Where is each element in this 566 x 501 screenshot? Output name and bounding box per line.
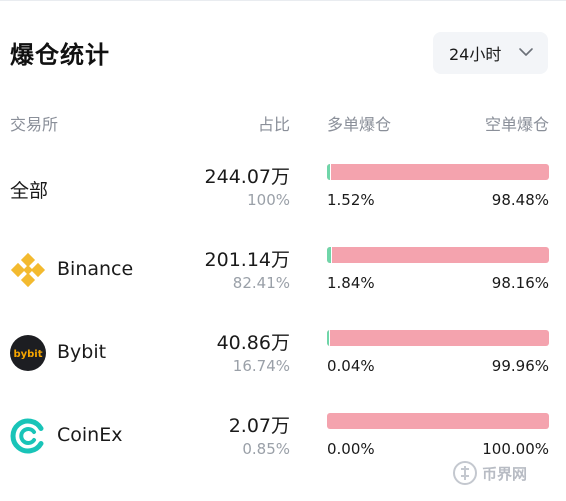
chevron-down-icon [519,48,533,56]
long-short-bar [327,247,549,263]
short-percent: 98.16% [491,274,549,292]
exchange-name: CoinEx [57,424,123,446]
liquidation-amount: 244.07万 [204,166,290,188]
long-short-bar [327,330,549,346]
watermark-logo-icon [453,461,477,485]
watermark-text: 币界网 [482,464,528,483]
page-title: 爆仓统计 [10,41,110,69]
liquidation-amount: 40.86万 [216,332,290,354]
liquidation-amount: 2.07万 [228,415,290,437]
long-bar-fill [327,247,332,263]
col-header-share: 占比 [257,115,290,134]
long-short-bar [327,413,549,429]
bybit-logo-icon: bybit [10,335,46,371]
table-row: 全部 244.07万 100% 1.52% 98.48% [0,160,566,240]
table-row: Binance 201.14万 82.41% 1.84% 98.16% [0,243,566,323]
col-header-long: 多单爆仓 [327,115,392,134]
long-short-bar [327,164,549,180]
share-percent: 82.41% [232,274,290,292]
time-range-select[interactable]: 24小时 [433,32,548,74]
exchange-name: Binance [57,258,134,280]
coinex-logo-icon [10,418,44,454]
col-header-short: 空单爆仓 [484,115,549,134]
short-percent: 99.96% [491,357,549,375]
exchange-name: 全部 [10,180,49,202]
top-divider [0,0,566,1]
share-percent: 16.74% [232,357,290,375]
short-percent: 100.00% [482,440,549,458]
long-percent: 1.52% [327,191,375,209]
short-percent: 98.48% [491,191,549,209]
table-row: CoinEx 2.07万 0.85% 0.00% 100.00% [0,409,566,489]
watermark: 币界网 [452,458,527,488]
long-percent: 1.84% [327,274,375,292]
exchange-name: Bybit [57,341,107,363]
share-percent: 0.85% [242,440,290,458]
long-percent: 0.04% [327,357,375,375]
col-header-exchange: 交易所 [10,115,59,134]
long-bar-fill [327,330,330,346]
long-percent: 0.00% [327,440,375,458]
share-percent: 100% [247,191,290,209]
long-bar-fill [327,164,331,180]
time-range-label: 24小时 [449,45,502,64]
svg-text:bybit: bybit [13,349,42,360]
liquidation-amount: 201.14万 [204,249,290,271]
binance-logo-icon [10,252,46,288]
table-row: bybit Bybit 40.86万 16.74% 0.04% 99.96% [0,326,566,406]
